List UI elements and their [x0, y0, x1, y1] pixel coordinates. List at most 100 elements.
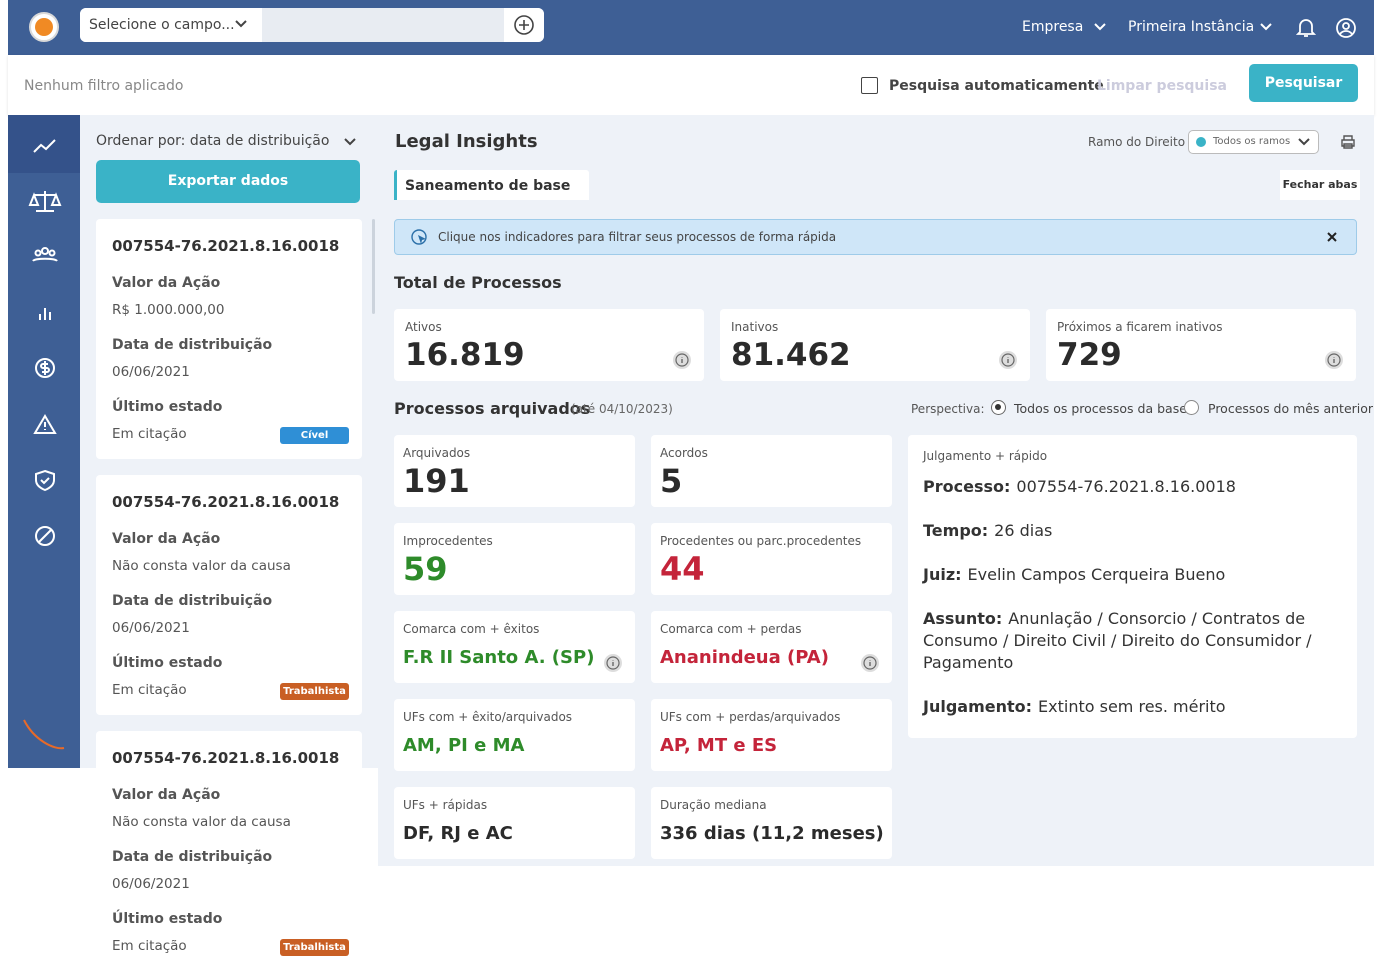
field-label: Valor da Ação	[112, 275, 221, 291]
fast-field: Julgamento: Extinto sem res. mérito	[923, 696, 1313, 718]
checkbox[interactable]	[861, 77, 878, 94]
field-label: Valor da Ação	[112, 787, 221, 803]
field-value: Em citação	[112, 426, 187, 442]
indicator-tile[interactable]	[651, 611, 892, 683]
scrollbar	[372, 219, 375, 314]
close-icon[interactable]	[1326, 231, 1338, 243]
field-label: Último estado	[112, 655, 223, 671]
tag: Trabalhista	[280, 683, 349, 700]
field-label: Data de distribuição	[112, 593, 273, 609]
ramo-select[interactable]	[1188, 130, 1319, 154]
field-value: Em citação	[112, 682, 187, 698]
total-label: Ativos	[405, 320, 442, 334]
chevron	[1094, 23, 1106, 31]
process-number: 007554-76.2021.8.16.0018	[112, 493, 340, 511]
total-value: 16.819	[405, 337, 525, 373]
print-icon[interactable]	[1340, 134, 1356, 150]
field-value: 06/06/2021	[112, 876, 190, 892]
indicator-tile[interactable]	[651, 523, 892, 595]
field-value: 06/06/2021	[112, 364, 190, 380]
sidebar-active	[8, 115, 80, 173]
export-button[interactable]: Exportar dados	[96, 160, 360, 203]
ramo-value: Todos os ramos	[1213, 136, 1291, 147]
radio-selected[interactable]	[991, 400, 1006, 415]
indicator-tile[interactable]	[394, 787, 635, 859]
field-label: Data de distribuição	[112, 337, 273, 353]
field-select[interactable]	[80, 8, 262, 42]
tile-value: DF, RJ e AC	[403, 823, 513, 844]
info-icon[interactable]	[1324, 350, 1344, 370]
field-value: Não consta valor da causa	[112, 814, 291, 830]
indicator-tile[interactable]	[394, 611, 635, 683]
total-card[interactable]	[1046, 309, 1356, 381]
perspective-option[interactable]: Todos os processos da base	[1014, 401, 1187, 416]
logo	[29, 12, 59, 42]
chevron	[344, 138, 356, 146]
tile-label: Comarca com + êxitos	[403, 622, 540, 636]
tile-label: Improcedentes	[403, 534, 493, 548]
info-icon[interactable]	[672, 350, 692, 370]
fast-value: Extinto sem res. mérito	[1038, 697, 1226, 716]
fast-label: Processo:	[923, 477, 1011, 496]
clear-button[interactable]: Limpar pesquisa	[1097, 78, 1227, 94]
indicator-tile[interactable]	[394, 435, 635, 507]
section-title: Processos arquivados	[394, 399, 591, 418]
fast-label: Juiz:	[923, 565, 962, 584]
ramo-label: Ramo do Direito	[1088, 135, 1186, 149]
user-icon[interactable]	[1335, 17, 1357, 39]
fast-heading: Julgamento + rápido	[923, 449, 1048, 463]
tile-label: Duração mediana	[660, 798, 767, 812]
sort-select[interactable]: Ordenar por: data de distribuição	[96, 133, 330, 149]
fast-label: Tempo:	[923, 521, 989, 540]
tile-value: 191	[403, 462, 470, 500]
bell-icon[interactable]	[1296, 17, 1316, 39]
indicator-tile[interactable]	[394, 699, 635, 771]
process-card[interactable]	[96, 475, 362, 715]
radio[interactable]	[1184, 400, 1199, 415]
indicator-tile[interactable]	[651, 787, 892, 859]
total-label: Inativos	[731, 320, 779, 334]
tag: Cível	[280, 427, 349, 444]
perspective-label: Perspectiva:	[911, 402, 985, 416]
field-value: Não consta valor da causa	[112, 558, 291, 574]
fast-value: Anunlação / Consorcio / Contratos de Con…	[923, 609, 1312, 672]
fast-label: Julgamento:	[923, 697, 1033, 716]
tab[interactable]	[394, 170, 589, 200]
section-title: Total de Processos	[394, 273, 562, 292]
tile-value: F.R II Santo A. (SP)	[403, 647, 595, 668]
search-button[interactable]: Pesquisar	[1249, 64, 1358, 102]
indicator-tile[interactable]	[394, 523, 635, 595]
tag: Trabalhista	[280, 939, 349, 956]
chevron	[1298, 138, 1310, 146]
process-card[interactable]	[96, 219, 362, 459]
info-icon[interactable]	[603, 653, 623, 673]
perspective-option[interactable]: Processos do mês anterior	[1208, 401, 1374, 416]
tile-value: 336 dias (11,2 meses)	[660, 823, 884, 844]
total-value: 81.462	[731, 337, 851, 373]
fast-value: Evelin Campos Cerqueira Bueno	[967, 565, 1226, 584]
indicator-tile[interactable]	[651, 435, 892, 507]
field-label: Valor da Ação	[112, 531, 221, 547]
tile-value: 5	[660, 462, 683, 500]
section-subtitle: (até 04/10/2023)	[571, 402, 673, 416]
tile-value: 44	[660, 550, 705, 588]
process-card[interactable]	[96, 731, 362, 971]
field-label: Último estado	[112, 911, 223, 927]
field-value: R$ 1.000.000,00	[112, 302, 225, 318]
sidebar-icons	[23, 139, 65, 750]
tile-label: Arquivados	[403, 446, 471, 460]
close-tabs[interactable]: Fechar abas	[1280, 170, 1360, 200]
indicator-tile[interactable]	[651, 699, 892, 771]
filter-bar	[8, 55, 1374, 115]
total-card[interactable]	[394, 309, 704, 381]
info-icon[interactable]	[860, 653, 880, 673]
total-card[interactable]	[720, 309, 1030, 381]
field-value: Em citação	[112, 938, 187, 954]
fast-value: 26 dias	[994, 521, 1053, 540]
company-menu[interactable]: Empresa	[1022, 19, 1084, 35]
field-placeholder: Selecione o campo...	[89, 17, 235, 33]
instance-menu[interactable]: Primeira Instância	[1128, 19, 1255, 35]
tile-label: UFs com + perdas/arquivados	[660, 710, 841, 724]
info-icon[interactable]	[998, 350, 1018, 370]
